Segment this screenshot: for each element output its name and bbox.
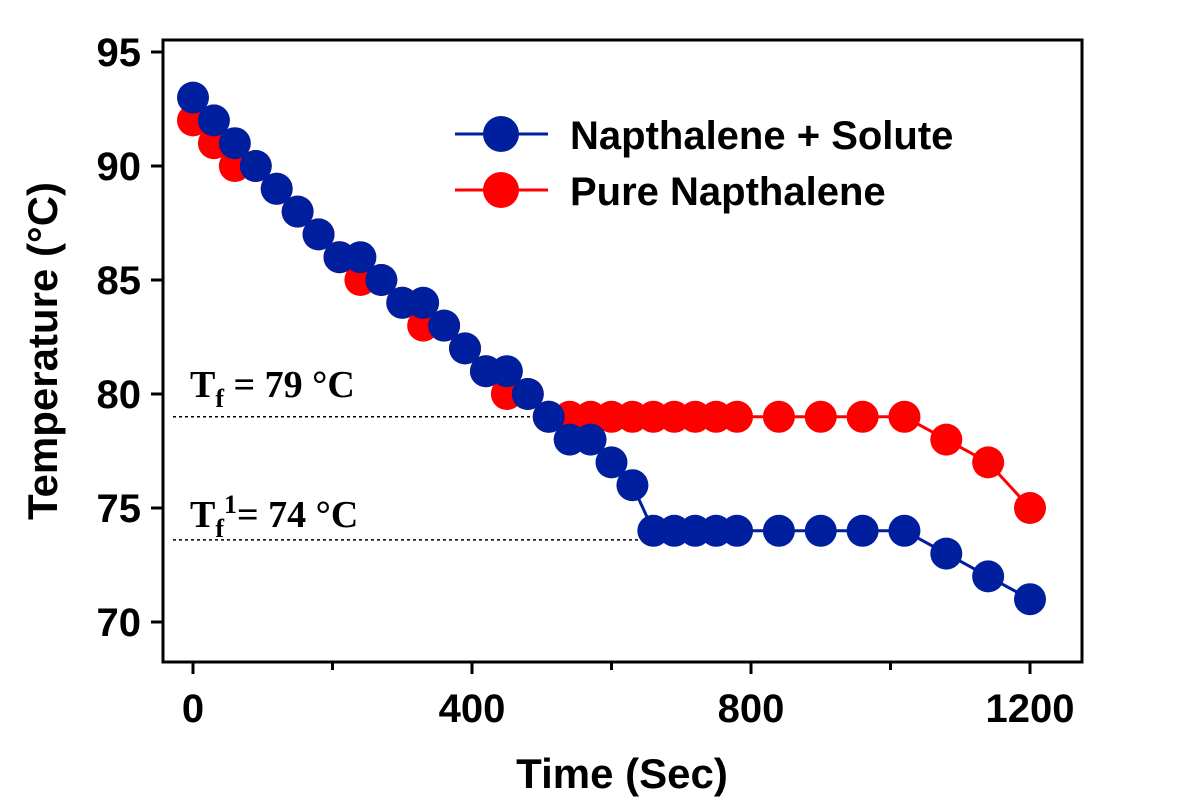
data-point: [177, 81, 209, 114]
x-tick-label: 1200: [986, 687, 1075, 731]
data-point: [449, 332, 482, 365]
data-point: [804, 400, 837, 433]
y-tick-label: 85: [97, 259, 142, 303]
freezing-point-annotation: Tf = 79 °C: [190, 364, 355, 413]
data-point: [762, 514, 795, 547]
y-axis-ticks: 70 75 80 85 90 95: [97, 31, 163, 645]
data-point: [888, 400, 921, 433]
data-point: [218, 127, 251, 160]
data-point: [930, 537, 963, 570]
legend-marker: [483, 116, 519, 152]
data-point: [490, 355, 523, 388]
data-point: [595, 446, 628, 479]
data-point: [302, 218, 335, 251]
data-point: [428, 309, 461, 342]
data-point: [511, 378, 544, 410]
data-point: [930, 423, 963, 456]
y-tick-label: 95: [97, 31, 142, 75]
data-point: [365, 264, 398, 296]
series-layer: [177, 81, 1046, 616]
x-axis-ticks: 0 400 800 1200: [182, 662, 1075, 731]
reference-lines: [173, 416, 650, 541]
data-point: [762, 400, 795, 433]
data-point: [721, 400, 754, 433]
legend-label: Napthalene + Solute: [570, 114, 953, 158]
data-point: [846, 514, 879, 547]
x-axis-title: Time (Sec): [516, 750, 728, 797]
y-tick-label: 90: [97, 145, 142, 189]
y-tick-label: 75: [97, 487, 142, 531]
data-point: [846, 400, 879, 433]
data-point: [260, 172, 293, 205]
data-point: [972, 446, 1005, 479]
y-tick-label: 70: [97, 601, 142, 645]
data-point: [721, 514, 754, 547]
data-point: [616, 469, 649, 502]
annotation-layer: Tf = 79 °C Tf1= 74 °C: [190, 364, 358, 543]
data-point: [1014, 492, 1046, 524]
y-axis-title: Temperature (°C): [19, 182, 66, 520]
data-point: [281, 195, 314, 228]
legend: Napthalene + Solute Pure Napthalene: [455, 114, 953, 214]
x-tick-label: 400: [439, 687, 506, 731]
legend-marker: [483, 172, 519, 208]
freezing-point-annotation: Tf1= 74 °C: [190, 490, 358, 543]
data-point: [532, 400, 565, 433]
data-point: [197, 104, 230, 137]
x-tick-label: 0: [182, 687, 204, 731]
x-tick-label: 800: [718, 687, 785, 731]
data-point: [804, 514, 837, 547]
plot-frame: [161, 38, 1084, 664]
data-point: [574, 423, 607, 456]
data-point: [407, 286, 440, 319]
data-point: [239, 150, 272, 182]
legend-label: Pure Napthalene: [570, 170, 886, 214]
y-tick-label: 80: [97, 373, 142, 417]
data-point: [972, 560, 1005, 593]
data-point: [1014, 583, 1046, 616]
data-point: [344, 241, 377, 274]
data-point: [888, 514, 921, 547]
